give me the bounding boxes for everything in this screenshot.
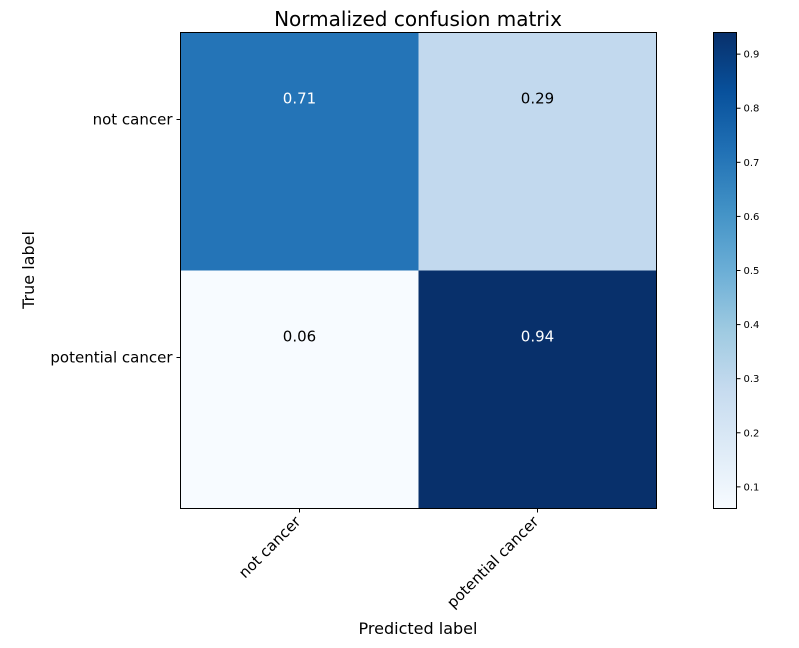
y-axis-ticks: not cancer potential cancer [50, 111, 181, 367]
cell-value-label: 0.94 [521, 328, 554, 346]
x-axis-label: Predicted label [359, 619, 478, 638]
cell-value-label: 0.29 [521, 90, 554, 108]
heatmap-cell [180, 32, 419, 271]
heatmap-cell [418, 270, 657, 509]
y-axis-label: True label [19, 231, 38, 310]
colorbar-tick-label: 0.7 [744, 158, 760, 169]
y-tick-label: potential cancer [50, 349, 173, 367]
heatmap-cell [418, 32, 657, 271]
plot-frame [180, 32, 657, 509]
colorbar-tick-label: 0.8 [744, 104, 760, 115]
colorbar-tick-label: 0.5 [744, 266, 760, 277]
cell-value-label: 0.71 [283, 90, 316, 108]
colorbar-ticks: 0.1 0.2 0.3 0.4 0.5 0.6 0.7 0.8 0.9 [736, 50, 760, 493]
colorbar-tick-label: 0.4 [744, 320, 760, 331]
colorbar [713, 32, 737, 509]
cell-value-label: 0.06 [283, 328, 316, 346]
colorbar-tick-label: 0.2 [744, 428, 760, 439]
y-tick-label: not cancer [93, 111, 174, 129]
colorbar-tick-label: 0.9 [744, 50, 760, 61]
x-tick-label: potential cancer [443, 512, 543, 612]
heatmap-cell-labels: 0.71 0.29 0.06 0.94 [283, 90, 554, 346]
x-tick-label: not cancer [235, 512, 305, 582]
heatmap-cells [180, 32, 657, 509]
colorbar-tick-label: 0.1 [744, 482, 760, 493]
colorbar-tick-label: 0.6 [744, 212, 760, 223]
x-axis-ticks: not cancer potential cancer [235, 508, 543, 612]
colorbar-tick-label: 0.3 [744, 374, 760, 385]
chart-title: Normalized confusion matrix [274, 7, 562, 31]
heatmap-cell [180, 270, 419, 509]
